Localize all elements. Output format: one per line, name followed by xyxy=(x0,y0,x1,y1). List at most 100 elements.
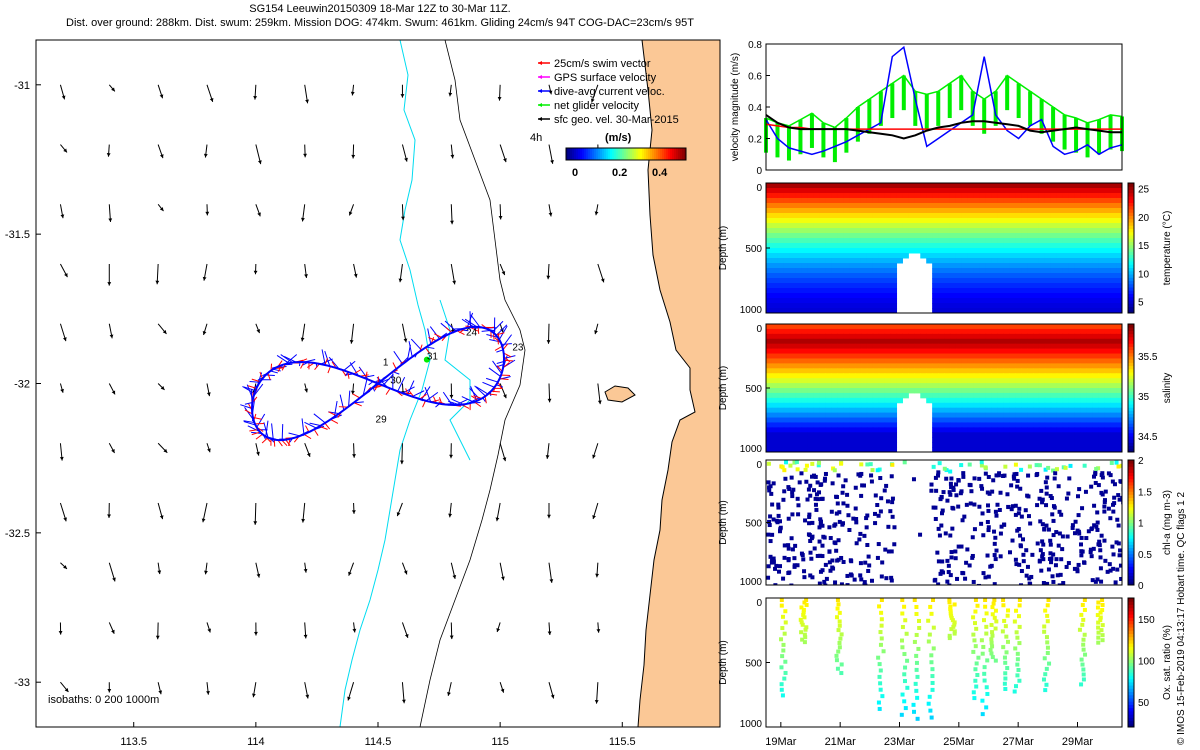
profile-cell xyxy=(1068,437,1076,443)
profile-cell xyxy=(1116,392,1122,399)
dac-vector xyxy=(492,360,502,374)
chl-dot xyxy=(876,542,881,547)
profile-cell xyxy=(1080,283,1087,289)
profile-cell xyxy=(1021,343,1028,350)
profile-cell xyxy=(944,288,951,294)
oxy-dot xyxy=(948,606,953,611)
profile-cell xyxy=(1074,422,1081,428)
chl-dot xyxy=(1096,483,1101,488)
profile-cell xyxy=(896,338,903,345)
cbar-cell xyxy=(1128,481,1134,486)
oxy-dot xyxy=(1003,676,1008,681)
profile-cell xyxy=(890,188,898,194)
profile-cell xyxy=(1003,198,1010,204)
chl-dot xyxy=(1112,482,1117,487)
profile-cell xyxy=(1110,353,1117,359)
profile-cell xyxy=(801,407,809,414)
profile-cell xyxy=(944,238,951,244)
colorbar-cell xyxy=(572,148,575,160)
chl-dot xyxy=(815,553,820,558)
profile-cell xyxy=(831,363,838,369)
profile-cell xyxy=(1044,447,1052,452)
profile-cell xyxy=(825,208,832,214)
dac-vector xyxy=(464,318,478,328)
oxy-dot xyxy=(980,698,985,703)
profile-cell xyxy=(789,248,797,254)
profile-cell xyxy=(896,238,903,244)
profile-cell xyxy=(961,363,969,369)
profile-cell xyxy=(1021,218,1028,224)
profile-cell xyxy=(1021,308,1028,313)
profile-cell xyxy=(949,213,957,219)
oxy-dot xyxy=(981,644,986,649)
profile-cell xyxy=(1015,437,1022,443)
colorbar-cell xyxy=(576,148,579,160)
profile-cell xyxy=(1116,442,1122,448)
profile-cell xyxy=(1056,303,1064,309)
oxy-dot xyxy=(878,642,883,647)
chl-dot xyxy=(782,489,787,494)
profile-cell xyxy=(1074,253,1081,259)
profile-cell xyxy=(938,378,945,384)
profile-cell xyxy=(777,213,785,219)
profile-cell xyxy=(795,298,803,304)
profile-cell xyxy=(985,358,992,364)
profile-cell xyxy=(1080,447,1087,452)
profile-cell xyxy=(973,368,981,374)
chl-dot xyxy=(1019,467,1024,472)
chl-dot xyxy=(1030,552,1035,557)
profile-cell xyxy=(1068,358,1076,364)
profile-cell xyxy=(961,228,969,234)
profile-cell xyxy=(961,358,969,364)
oxy-dot xyxy=(1043,608,1048,613)
profile-cell xyxy=(926,378,933,384)
chl-dot xyxy=(886,549,891,554)
profile-cell xyxy=(961,283,969,289)
chl-dot xyxy=(996,473,1001,478)
profile-cell xyxy=(849,248,856,254)
profile-cell xyxy=(944,402,951,409)
geo-arrow-head xyxy=(64,273,68,278)
profile-cell xyxy=(985,268,992,274)
oxy-dot xyxy=(948,609,953,614)
profile-cell xyxy=(866,397,874,404)
profile-cell xyxy=(961,233,969,239)
chl-dot xyxy=(771,517,776,522)
profile-cell xyxy=(890,422,898,428)
profile-cell xyxy=(766,203,773,209)
profile-cell xyxy=(1015,253,1022,259)
cbar-cell xyxy=(1128,656,1134,660)
profile-cell xyxy=(807,308,814,313)
profile-cell xyxy=(789,422,797,428)
profile-cell xyxy=(944,373,951,379)
profile-cell xyxy=(961,427,969,433)
profile-cell xyxy=(1098,432,1105,438)
profile-cell xyxy=(932,328,939,335)
cbar-cell xyxy=(1128,556,1134,561)
profile-cell xyxy=(991,432,998,438)
oxy-dot xyxy=(1004,634,1009,639)
profile-cell xyxy=(1110,288,1117,294)
profile-cell xyxy=(1056,308,1064,313)
profile-cell xyxy=(1038,238,1046,244)
profile-cell xyxy=(991,392,998,399)
profile-cell xyxy=(843,397,850,404)
profile-cell xyxy=(1033,368,1040,374)
profile-cell xyxy=(1027,432,1034,438)
profile-cell xyxy=(1027,328,1034,335)
profile-cell xyxy=(1098,422,1105,428)
cbar-cell xyxy=(1128,186,1134,190)
cbar-cell xyxy=(1128,497,1134,502)
profile-cell xyxy=(789,213,797,219)
profile-ytick-label: 0 xyxy=(756,460,762,471)
profile-cell xyxy=(1021,417,1028,423)
oxy-dot xyxy=(879,623,884,628)
profile-cell xyxy=(985,437,992,443)
profile-cell xyxy=(1110,208,1117,214)
profile-cell xyxy=(777,383,785,389)
cbar-cell xyxy=(1128,704,1134,709)
profile-cell xyxy=(1009,273,1016,279)
profile-cell xyxy=(944,248,951,254)
chl-dot xyxy=(965,547,970,552)
profile-cell xyxy=(849,437,856,443)
